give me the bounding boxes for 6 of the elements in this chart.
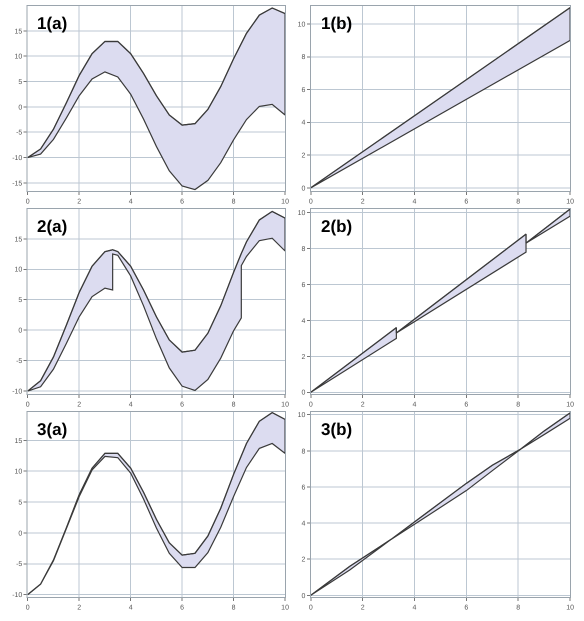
text: 3(a)	[37, 420, 68, 439]
text: 2(b)	[321, 217, 352, 236]
text: 1(b)	[321, 14, 352, 33]
text: 3(b)	[321, 420, 352, 439]
text: 2(a)	[37, 217, 68, 236]
text: 1(a)	[37, 14, 68, 33]
